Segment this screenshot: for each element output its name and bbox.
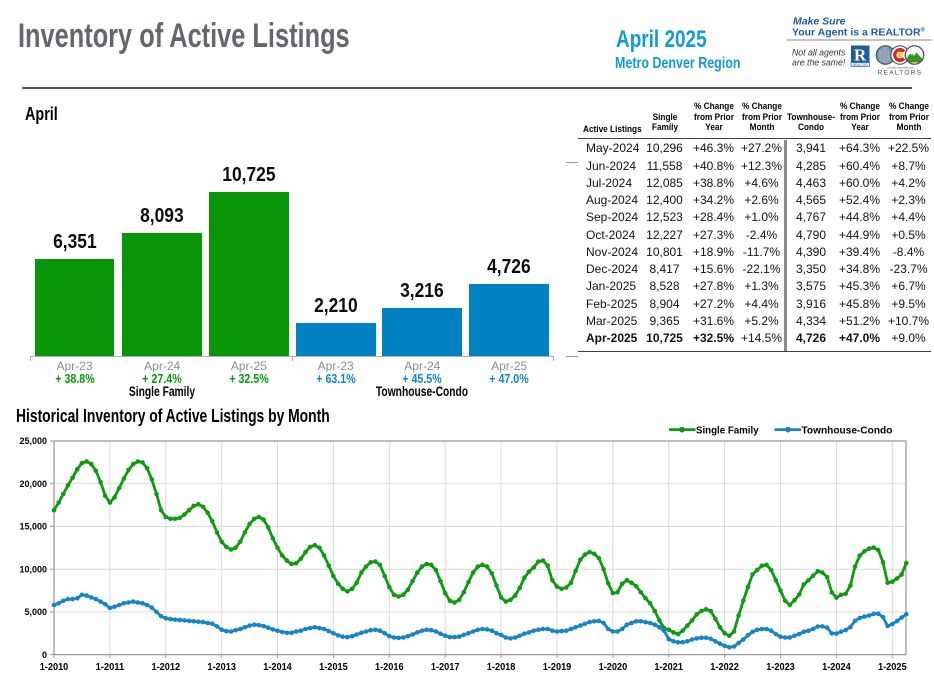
svg-text:1-2025: 1-2025: [878, 661, 907, 673]
svg-text:Make Sure: Make Sure: [793, 16, 846, 28]
svg-text:1-2012: 1-2012: [152, 661, 181, 673]
svg-text:1-2024: 1-2024: [822, 661, 851, 673]
svg-text:REALTOR: REALTOR: [853, 63, 868, 67]
svg-text:10,000: 10,000: [19, 564, 47, 574]
svg-text:1-2017: 1-2017: [431, 661, 460, 673]
svg-text:1-2014: 1-2014: [263, 661, 292, 673]
svg-text:1-2023: 1-2023: [766, 661, 795, 673]
svg-text:1-2016: 1-2016: [375, 661, 404, 673]
svg-text:1-2018: 1-2018: [487, 661, 516, 673]
svg-text:1-2019: 1-2019: [543, 661, 572, 673]
svg-text:Single Family: Single Family: [696, 424, 759, 436]
svg-text:REALTORS: REALTORS: [878, 70, 923, 77]
svg-text:5,000: 5,000: [24, 607, 47, 617]
svg-text:1-2013: 1-2013: [207, 661, 236, 673]
svg-text:1-2010: 1-2010: [40, 661, 69, 673]
svg-text:Your Agent is a REALTOR®: Your Agent is a REALTOR®: [792, 27, 926, 39]
svg-text:1-2022: 1-2022: [710, 661, 739, 673]
svg-text:1-2015: 1-2015: [319, 661, 348, 673]
svg-text:Townhouse-Condo: Townhouse-Condo: [802, 424, 893, 436]
svg-text:0: 0: [42, 650, 47, 660]
svg-text:25,000: 25,000: [19, 436, 47, 446]
svg-text:20,000: 20,000: [19, 479, 47, 489]
svg-text:15,000: 15,000: [19, 522, 47, 532]
svg-text:R: R: [854, 46, 867, 65]
svg-text:Not all agents: Not all agents: [792, 47, 846, 57]
svg-text:are the same!: are the same!: [792, 57, 846, 67]
svg-text:1-2021: 1-2021: [654, 661, 683, 673]
svg-text:1-2011: 1-2011: [96, 661, 125, 673]
svg-text:colorado association of: colorado association of: [887, 65, 914, 69]
svg-text:1-2020: 1-2020: [599, 661, 628, 673]
